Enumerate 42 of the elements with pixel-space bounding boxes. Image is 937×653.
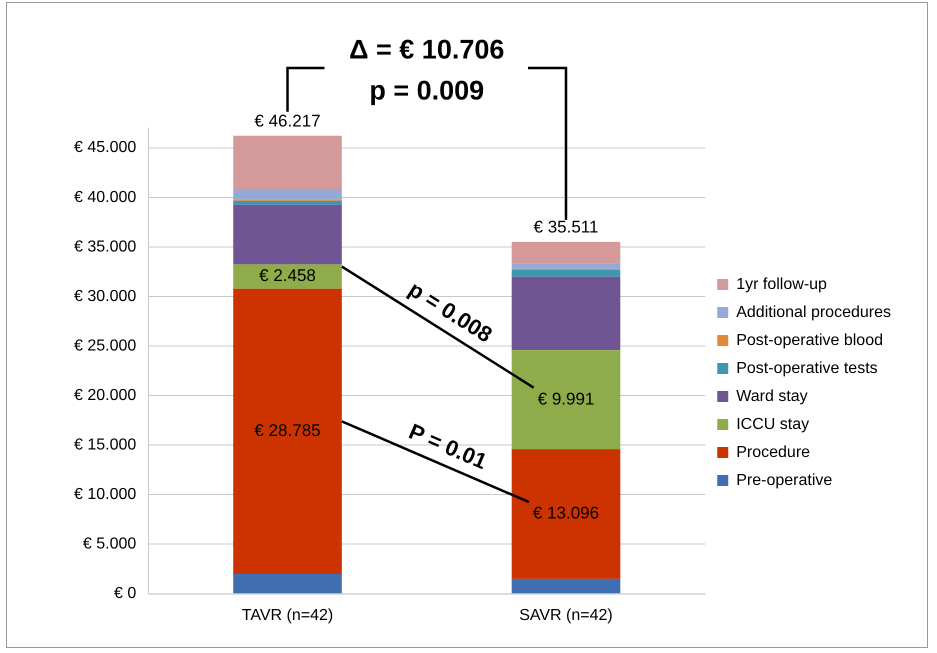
bar	[233, 204, 342, 264]
bar	[233, 136, 342, 190]
legend-label: Ward stay	[736, 388, 808, 405]
total-label: € 35.511	[534, 218, 598, 237]
text: Δ = € 10.706	[349, 34, 504, 64]
y-tick-label: € 10.000	[74, 486, 136, 504]
legend-label: Procedure	[736, 444, 810, 461]
bar	[512, 578, 620, 594]
bar	[233, 574, 342, 594]
x-tick-label: SAVR (n=42)	[519, 606, 613, 624]
data-label: € 28.785	[254, 421, 321, 440]
y-tick-label: € 0	[114, 585, 136, 602]
legend-label: Pre-operative	[736, 472, 832, 489]
data-label: € 9.991	[538, 389, 594, 408]
y-tick-label: € 40.000	[74, 188, 136, 206]
bar	[233, 288, 342, 574]
legend-label: ICCU stay	[736, 416, 810, 433]
legend-label: Additional procedures	[736, 304, 891, 321]
legend-label: Post-operative tests	[736, 360, 878, 377]
annotation: P = 0.01	[405, 418, 491, 474]
bar	[512, 350, 620, 450]
bar	[512, 264, 620, 269]
bar	[512, 242, 620, 264]
y-tick-label: € 30.000	[74, 288, 136, 305]
bar	[233, 200, 342, 205]
y-tick-label: € 20.000	[74, 386, 136, 404]
x-tick-label: TAVR (n=42)	[242, 606, 334, 624]
bar	[512, 276, 620, 350]
y-tick-label: € 25.000	[74, 337, 136, 354]
bar	[512, 449, 620, 579]
y-tick-label: € 35.000	[74, 238, 136, 256]
data-label: € 13.096	[532, 504, 600, 523]
bar	[512, 270, 620, 277]
y-tick-label: € 45.000	[74, 139, 136, 156]
legend-label: 1yr follow-up	[736, 276, 828, 293]
bar	[233, 190, 342, 200]
y-tick-label: € 5.000	[82, 536, 136, 553]
legend-label: Post-operative blood	[736, 332, 883, 349]
data-label: € 2.458	[259, 266, 316, 286]
total-label: € 46.217	[254, 111, 321, 130]
text: p = 0.009	[369, 75, 484, 106]
y-tick-label: € 15.000	[74, 436, 136, 454]
